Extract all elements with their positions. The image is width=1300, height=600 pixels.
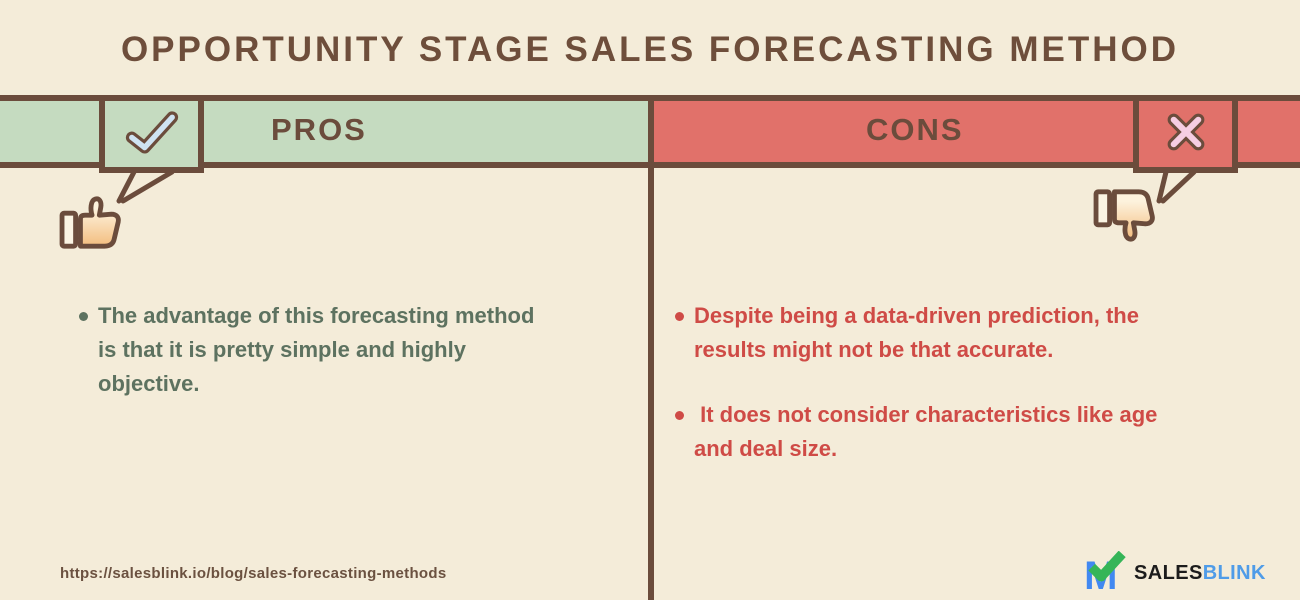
salesblink-logo-icon: M bbox=[1083, 550, 1129, 598]
thumbs-up-icon bbox=[56, 189, 132, 256]
check-icon bbox=[121, 110, 183, 159]
cons-item-text: It does not consider characteristics lik… bbox=[694, 402, 1158, 461]
pros-callout-tail bbox=[112, 169, 182, 211]
pros-item-text: The advantage of this forecasting method… bbox=[98, 303, 535, 396]
bullet-dot bbox=[675, 411, 684, 420]
bullet-dot bbox=[675, 312, 684, 321]
logo-text-sales: SALES bbox=[1134, 562, 1203, 584]
source-url: https://salesblink.io/blog/sales-forecas… bbox=[60, 565, 447, 582]
salesblink-logo: M SALESBLINK bbox=[1083, 550, 1266, 598]
column-divider bbox=[648, 95, 654, 600]
cons-list-item: It does not consider characteristics lik… bbox=[675, 398, 1230, 466]
page-title: OPPORTUNITY STAGE SALES FORECASTING METH… bbox=[120, 30, 1180, 69]
bullet-dot bbox=[79, 312, 88, 321]
cons-callout-tail bbox=[1150, 169, 1200, 211]
cons-item-text: Despite being a data-driven prediction, … bbox=[694, 303, 1139, 362]
thumbs-down-icon bbox=[1090, 187, 1166, 254]
logo-text-blink: BLINK bbox=[1202, 562, 1266, 584]
pros-header-label: PROS bbox=[271, 112, 367, 147]
logo-wordmark: SALESBLINK bbox=[1134, 562, 1266, 585]
cross-icon-box bbox=[1133, 95, 1238, 173]
cons-header-label: CONS bbox=[866, 112, 964, 147]
cross-icon bbox=[1163, 111, 1209, 158]
pros-list-item: The advantage of this forecasting method… bbox=[79, 299, 624, 401]
check-icon-box bbox=[99, 95, 204, 173]
cons-list-item: Despite being a data-driven prediction, … bbox=[675, 299, 1230, 367]
